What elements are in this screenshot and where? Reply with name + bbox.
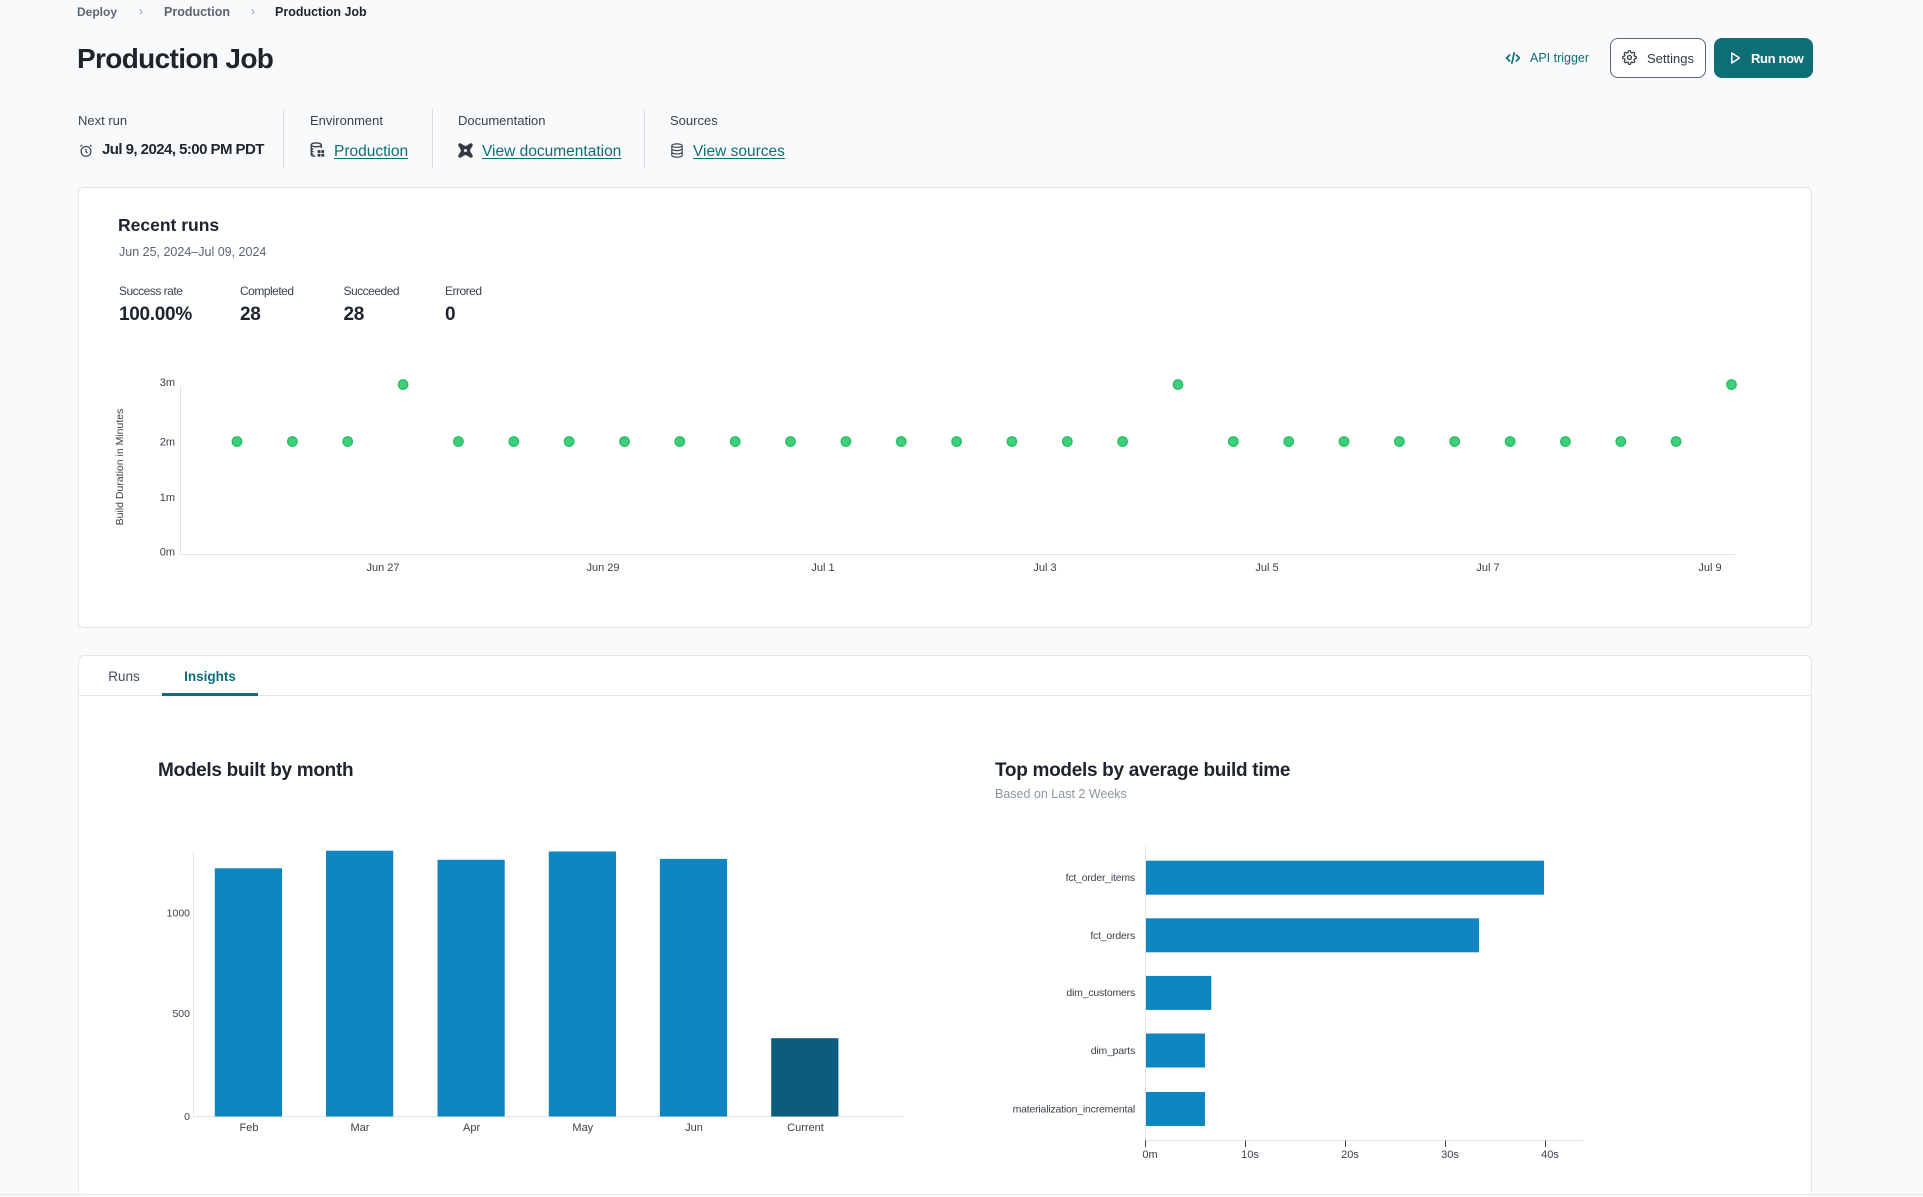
svg-text:30s: 30s: [1441, 1149, 1459, 1161]
svg-text:0m: 0m: [1142, 1149, 1157, 1161]
svg-text:2m: 2m: [160, 437, 175, 449]
svg-text:20s: 20s: [1341, 1149, 1359, 1161]
svg-text:3m: 3m: [160, 377, 175, 389]
svg-text:Jul 5: Jul 5: [1255, 562, 1278, 574]
svg-text:dim_parts: dim_parts: [1091, 1045, 1135, 1057]
svg-text:0: 0: [184, 1111, 190, 1123]
svg-text:Current: Current: [787, 1122, 824, 1134]
svg-text:Jun 29: Jun 29: [586, 562, 619, 574]
svg-text:Jun: Jun: [685, 1122, 703, 1134]
svg-text:Feb: Feb: [240, 1122, 259, 1134]
svg-text:1m: 1m: [160, 492, 175, 504]
svg-text:May: May: [572, 1122, 593, 1134]
svg-text:dim_customers: dim_customers: [1066, 987, 1135, 999]
svg-text:fct_orders: fct_orders: [1090, 930, 1135, 942]
svg-text:500: 500: [172, 1008, 190, 1020]
svg-text:Apr: Apr: [463, 1122, 480, 1134]
svg-text:materialization_incremental: materialization_incremental: [1013, 1104, 1135, 1116]
svg-text:10s: 10s: [1241, 1149, 1259, 1161]
svg-text:Jul 1: Jul 1: [811, 562, 834, 574]
svg-text:40s: 40s: [1541, 1149, 1559, 1161]
svg-text:Build Duration in Minutes: Build Duration in Minutes: [114, 409, 126, 526]
svg-text:fct_order_items: fct_order_items: [1066, 872, 1135, 884]
svg-text:Jun 27: Jun 27: [366, 562, 399, 574]
svg-text:Jul 3: Jul 3: [1033, 562, 1056, 574]
svg-text:1000: 1000: [167, 908, 191, 920]
svg-text:Jul 7: Jul 7: [1476, 562, 1499, 574]
svg-text:Mar: Mar: [351, 1122, 370, 1134]
svg-text:Jul 9: Jul 9: [1698, 562, 1721, 574]
svg-text:0m: 0m: [160, 547, 175, 559]
